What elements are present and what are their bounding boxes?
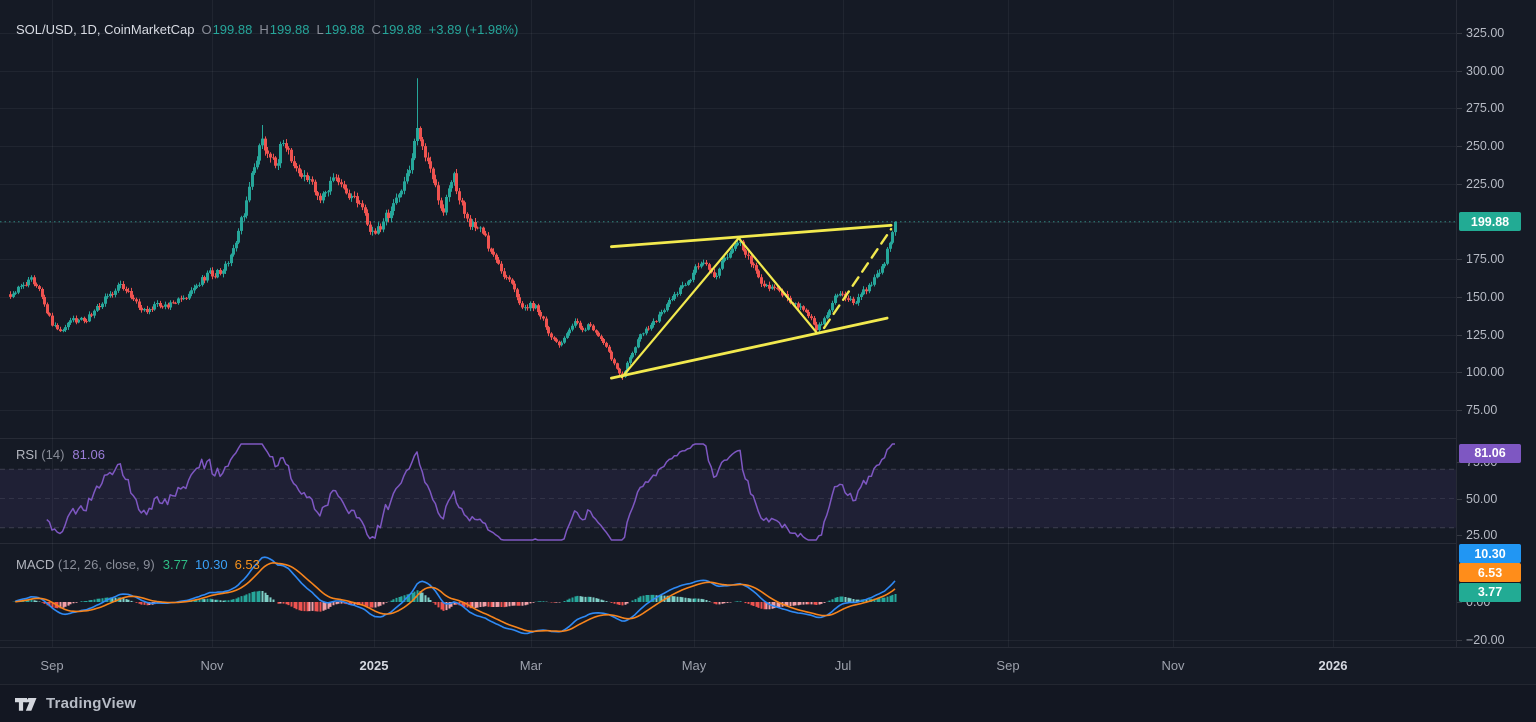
ohlc-close: C 199.88	[371, 22, 422, 37]
macd-title[interactable]: MACD (12, 26, close, 9)	[16, 557, 155, 572]
chart-canvas[interactable]	[0, 0, 1456, 647]
symbol-title[interactable]: SOL/USD, 1D, CoinMarketCap	[16, 22, 195, 37]
rsi-current-value: 81.06	[72, 447, 105, 462]
axis-tick: 150.00	[1457, 290, 1536, 304]
axis-tick: 300.00	[1457, 64, 1536, 78]
last-price-badge: 199.88	[1459, 212, 1521, 232]
time-tick: Sep	[996, 658, 1020, 673]
ohlc-low: L 199.88	[316, 22, 365, 37]
macd-value-badge: 3.77	[1459, 582, 1521, 602]
macd-value-badge: 6.53	[1459, 563, 1521, 582]
axis-tick: 75.00	[1457, 403, 1536, 417]
tradingview-logo-icon[interactable]	[14, 695, 38, 713]
time-tick: May	[681, 658, 707, 673]
symbol-header: SOL/USD, 1D, CoinMarketCap O 199.88 H 199.…	[16, 22, 518, 37]
time-tick: Nov	[1161, 658, 1185, 673]
rsi-value-badge: 81.06	[1459, 443, 1521, 463]
rsi-indicator-header: RSI (14) 81.06	[16, 447, 105, 462]
macd-indicator-header: MACD (12, 26, close, 9) 3.77 10.30 6.53	[16, 557, 260, 572]
axis-tick: 125.00	[1457, 328, 1536, 342]
time-tick: Mar	[519, 658, 543, 673]
time-tick: Jul	[834, 658, 852, 673]
tradingview-brand-text[interactable]: TradingView	[46, 695, 137, 712]
macd-signal-value: 6.53	[234, 557, 260, 572]
macd-value-badge: 10.30	[1459, 544, 1521, 563]
time-tick: Sep	[40, 658, 64, 673]
axis-tick: 325.00	[1457, 26, 1536, 40]
rsi-title[interactable]: RSI (14)	[16, 447, 65, 462]
axis-tick: −20.00	[1457, 633, 1536, 647]
axis-tick: 50.00	[1457, 492, 1536, 506]
axis-tick: 175.00	[1457, 252, 1536, 266]
axis-tick: 100.00	[1457, 365, 1536, 379]
ohlc-open: O 199.88	[201, 22, 253, 37]
macd-line-value: 10.30	[195, 557, 228, 572]
time-tick: 2025	[359, 658, 389, 673]
time-tick: Nov	[200, 658, 224, 673]
axis-tick: 250.00	[1457, 139, 1536, 153]
time-tick: 2026	[1318, 658, 1348, 673]
ohlc-high: H 199.88	[259, 22, 310, 37]
time-scale[interactable]: Sep Nov 2025 Mar May Jul Sep Nov 2026	[0, 647, 1536, 684]
price-change: +3.89 (+1.98%)	[428, 22, 519, 37]
axis-tick: 225.00	[1457, 177, 1536, 191]
price-scale[interactable]: 325.00 300.00 275.00 250.00 225.00 175.00 150.…	[1456, 0, 1536, 647]
axis-tick: 275.00	[1457, 101, 1536, 115]
axis-tick: 25.00	[1457, 528, 1536, 542]
footer-bar: TradingView	[0, 684, 1536, 722]
macd-hist-value: 3.77	[162, 557, 189, 572]
